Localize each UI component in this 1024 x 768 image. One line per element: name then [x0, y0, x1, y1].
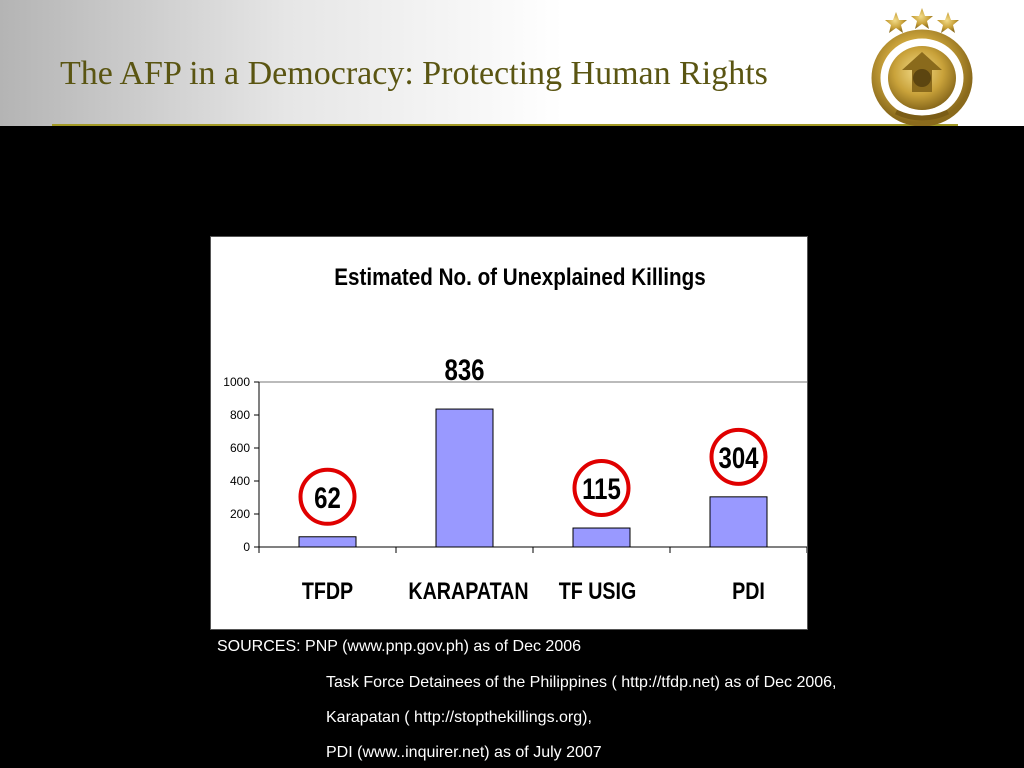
- star-icon: [885, 12, 907, 33]
- bar-pdi: [709, 496, 768, 548]
- bar-chart: Estimated No. of Unexplained Killings 0 2…: [223, 264, 807, 604]
- data-label: 304: [718, 440, 758, 474]
- data-label: 62: [314, 480, 341, 514]
- y-tick-label: 400: [230, 474, 250, 488]
- bar-tf-usig: [572, 527, 631, 548]
- star-icon: [937, 12, 959, 33]
- y-tick-label: 800: [230, 408, 250, 422]
- afp-emblem-logo: [866, 8, 978, 127]
- x-tick-label: PDI: [732, 577, 765, 604]
- x-tick-label: KARAPATAN: [408, 577, 528, 604]
- highlight-circle: [298, 467, 357, 526]
- title-divider: [52, 124, 958, 126]
- y-tick-label: 600: [230, 441, 250, 455]
- bar-karapatan: [435, 408, 494, 548]
- data-label: 836: [444, 352, 484, 386]
- y-tick-label: 200: [230, 507, 250, 521]
- star-icon: [911, 8, 933, 29]
- chart-panel: Estimated No. of Unexplained Killings 0 2…: [210, 236, 808, 630]
- sources-line: PDI (www..inquirer.net) as of July 2007: [326, 744, 602, 761]
- sources-line: Task Force Detainees of the Philippines …: [326, 674, 837, 691]
- highlight-circle: [709, 427, 768, 486]
- slide-title: The AFP in a Democracy: Protecting Human…: [60, 55, 768, 92]
- highlight-circle: [572, 459, 631, 518]
- chart-title: Estimated No. of Unexplained Killings: [334, 264, 705, 291]
- x-tick-label: TFDP: [302, 577, 353, 604]
- x-tick-label: TF USIG: [559, 577, 637, 604]
- sources-line: SOURCES: PNP (www.pnp.gov.ph) as of Dec …: [217, 638, 582, 655]
- y-tick-label: 0: [243, 540, 250, 554]
- slide-header: The AFP in a Democracy: Protecting Human…: [0, 0, 1024, 127]
- data-label: 115: [582, 471, 621, 505]
- bar-tfdp: [298, 536, 357, 548]
- sources-line: Karapatan ( http://stopthekillings.org),: [326, 709, 592, 726]
- y-tick-label: 1000: [223, 375, 250, 389]
